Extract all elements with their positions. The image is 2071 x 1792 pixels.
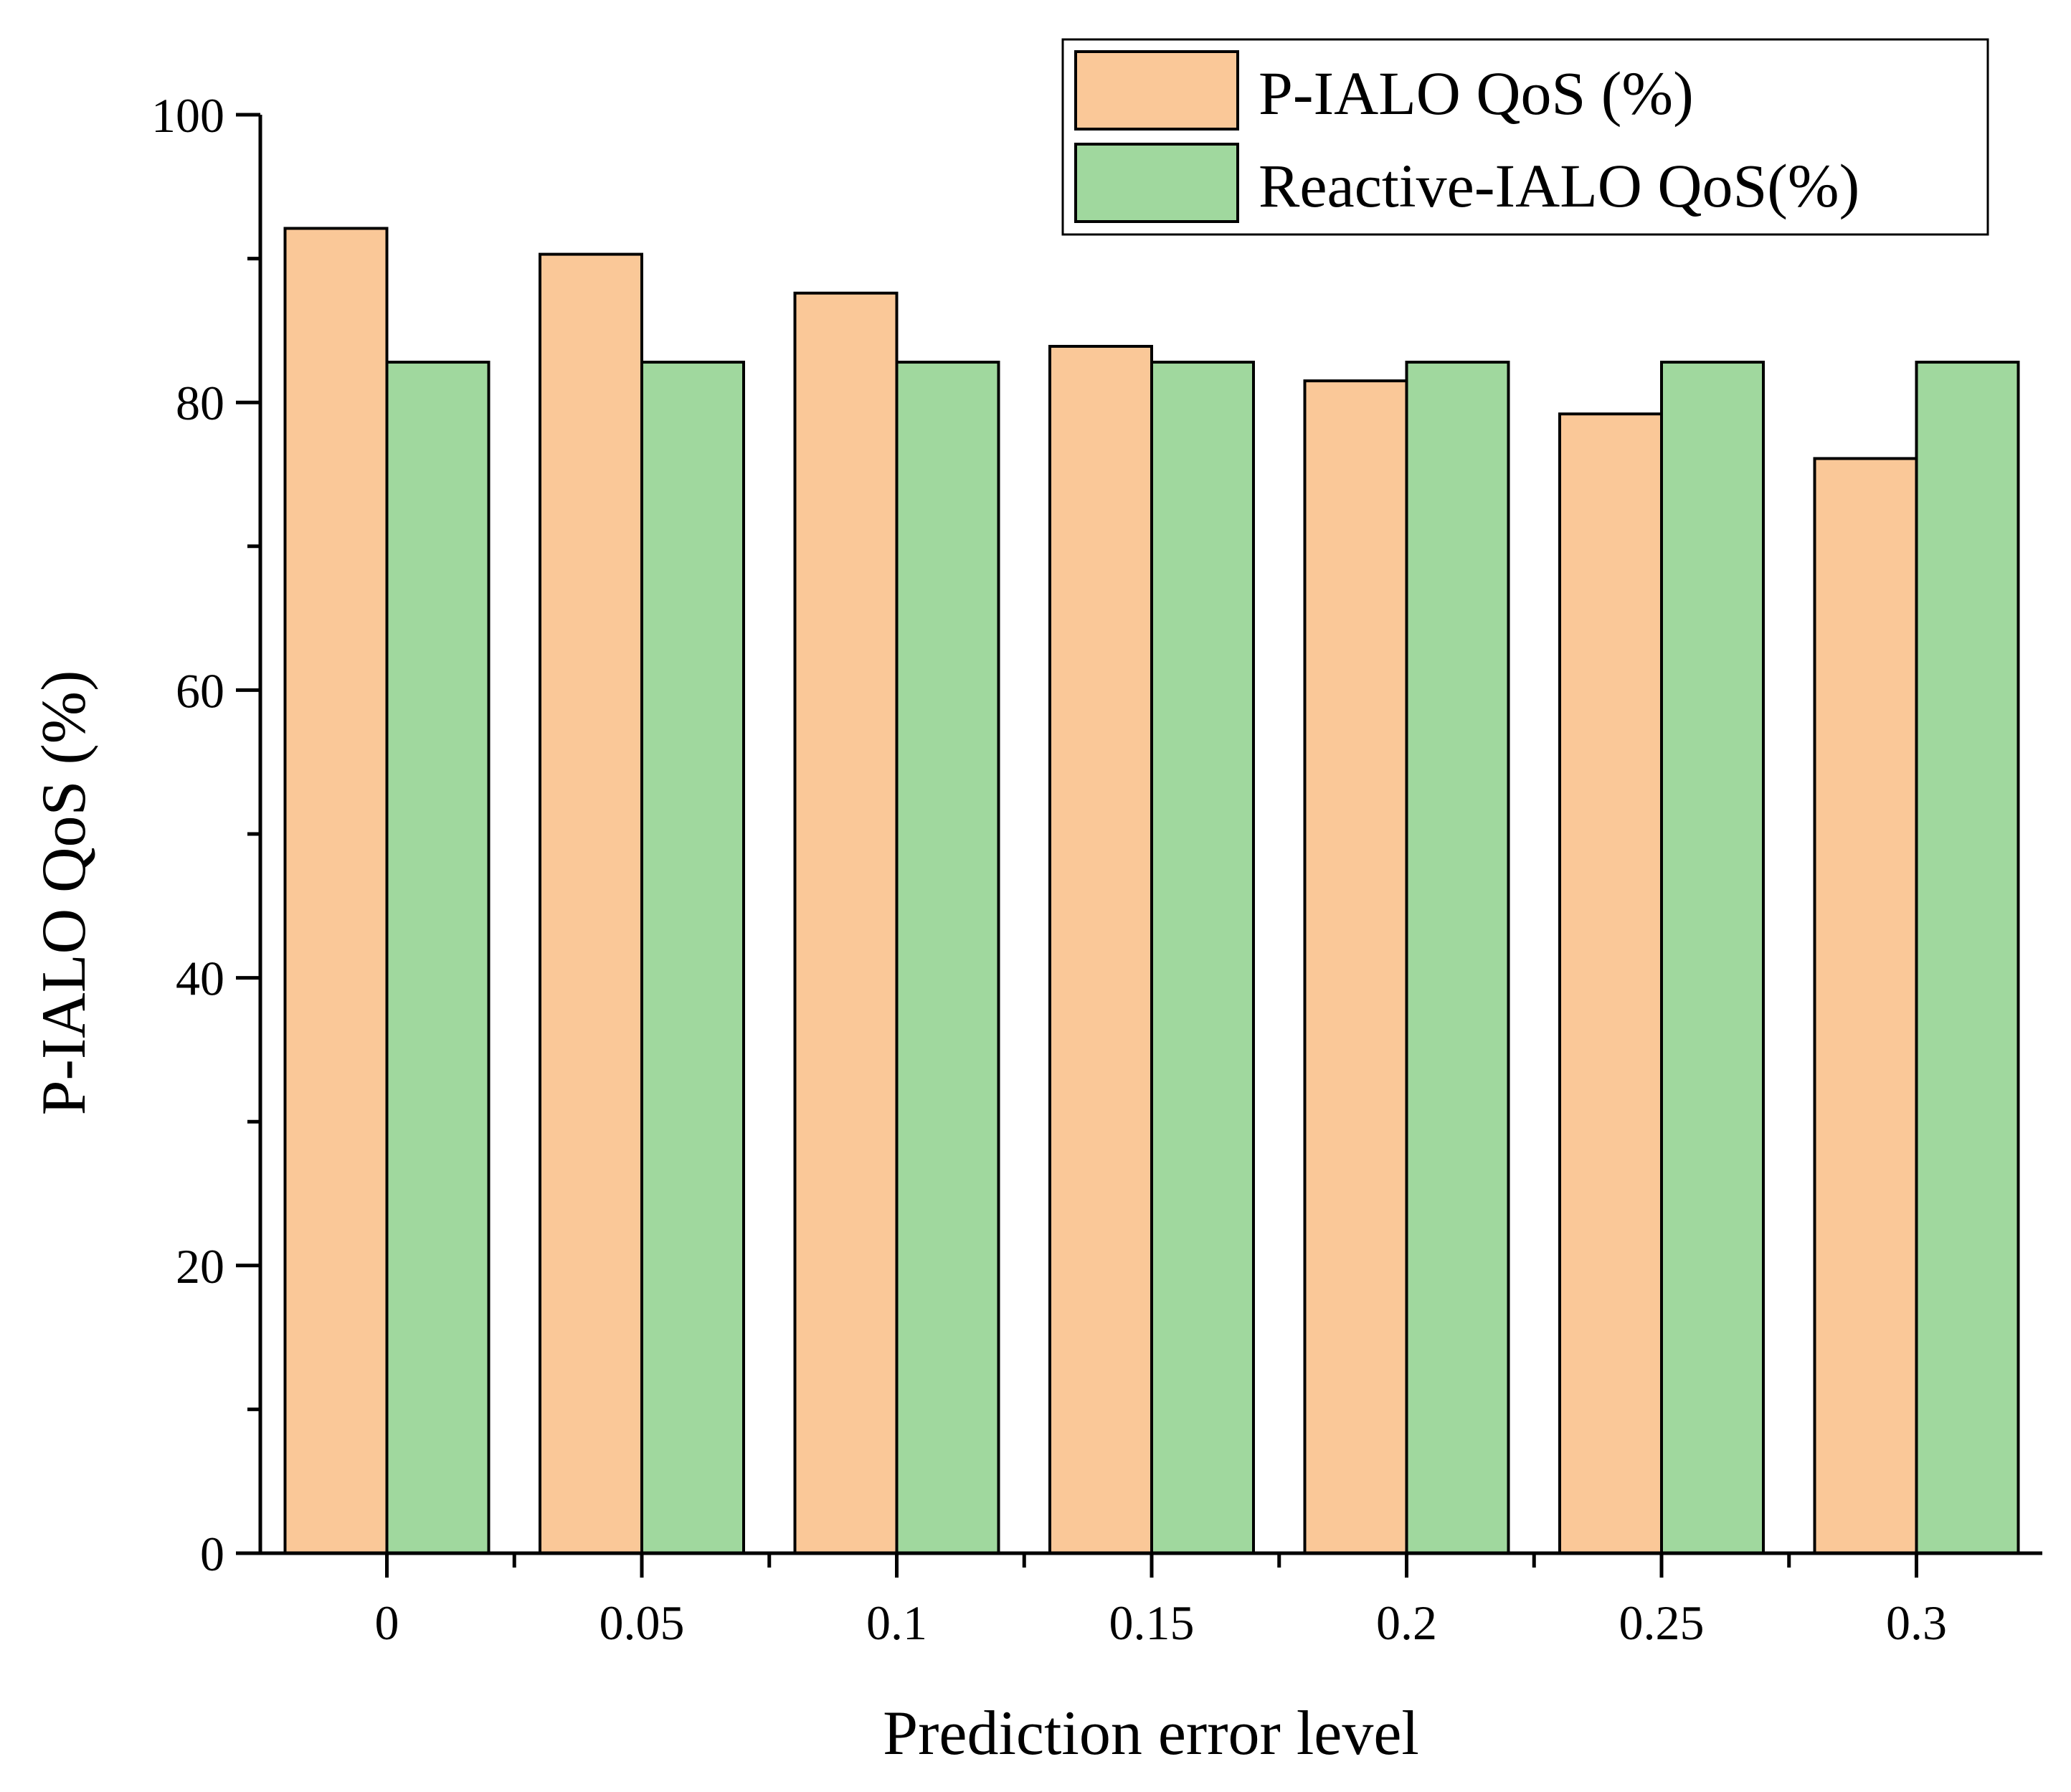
x-tick-label-2: 0.1 xyxy=(866,1596,927,1650)
bar-reactive-ialo-4 xyxy=(1405,361,1510,1555)
y-tick-label-20: 20 xyxy=(176,1239,224,1294)
x-tick-label-5: 0.25 xyxy=(1619,1596,1705,1650)
y-tick-label-0: 0 xyxy=(200,1527,224,1581)
x-tick-label-4: 0.2 xyxy=(1376,1596,1437,1650)
bar-reactive-ialo-1 xyxy=(640,361,745,1555)
x-axis-title: Prediction error level xyxy=(883,1699,1419,1768)
x-tick-label-6: 0.3 xyxy=(1886,1596,1947,1650)
y-tick-label-80: 80 xyxy=(176,376,224,430)
bar-p-ialo-5 xyxy=(1558,412,1663,1555)
bar-p-ialo-0 xyxy=(283,227,389,1555)
legend-swatch-p-ialo xyxy=(1074,50,1239,131)
x-tick-label-1: 0.05 xyxy=(600,1596,685,1650)
y-tick-label-60: 60 xyxy=(176,663,224,718)
bar-p-ialo-4 xyxy=(1303,379,1408,1555)
bar-p-ialo-3 xyxy=(1048,344,1153,1555)
legend: P-IALO QoS (%) Reactive-IALO QoS(%) xyxy=(1061,38,1989,236)
bars-layer xyxy=(283,227,2020,1555)
legend-label-reactive-ialo: Reactive-IALO QoS(%) xyxy=(1259,151,1859,220)
bar-p-ialo-1 xyxy=(539,252,643,1555)
bar-p-ialo-6 xyxy=(1813,457,1918,1555)
bar-reactive-ialo-2 xyxy=(895,361,1000,1555)
ticks-layer: 0 20 40 60 80 100 0 0.05 0.1 0.15 0.2 0.25 0.3 xyxy=(151,88,1947,1650)
bar-reactive-ialo-5 xyxy=(1660,361,1765,1555)
legend-label-p-ialo: P-IALO QoS (%) xyxy=(1259,59,1694,128)
x-tick-label-0: 0 xyxy=(375,1596,399,1650)
y-tick-label-100: 100 xyxy=(151,88,224,143)
x-tick-label-3: 0.15 xyxy=(1109,1596,1195,1650)
bar-reactive-ialo-0 xyxy=(385,361,490,1555)
legend-swatch-reactive-ialo xyxy=(1074,143,1239,223)
bar-reactive-ialo-6 xyxy=(1915,361,2020,1555)
bar-p-ialo-2 xyxy=(793,291,899,1555)
y-axis-title: P-IALO QoS (%) xyxy=(29,670,99,1116)
y-tick-label-40: 40 xyxy=(176,952,224,1006)
bar-reactive-ialo-3 xyxy=(1150,361,1255,1555)
